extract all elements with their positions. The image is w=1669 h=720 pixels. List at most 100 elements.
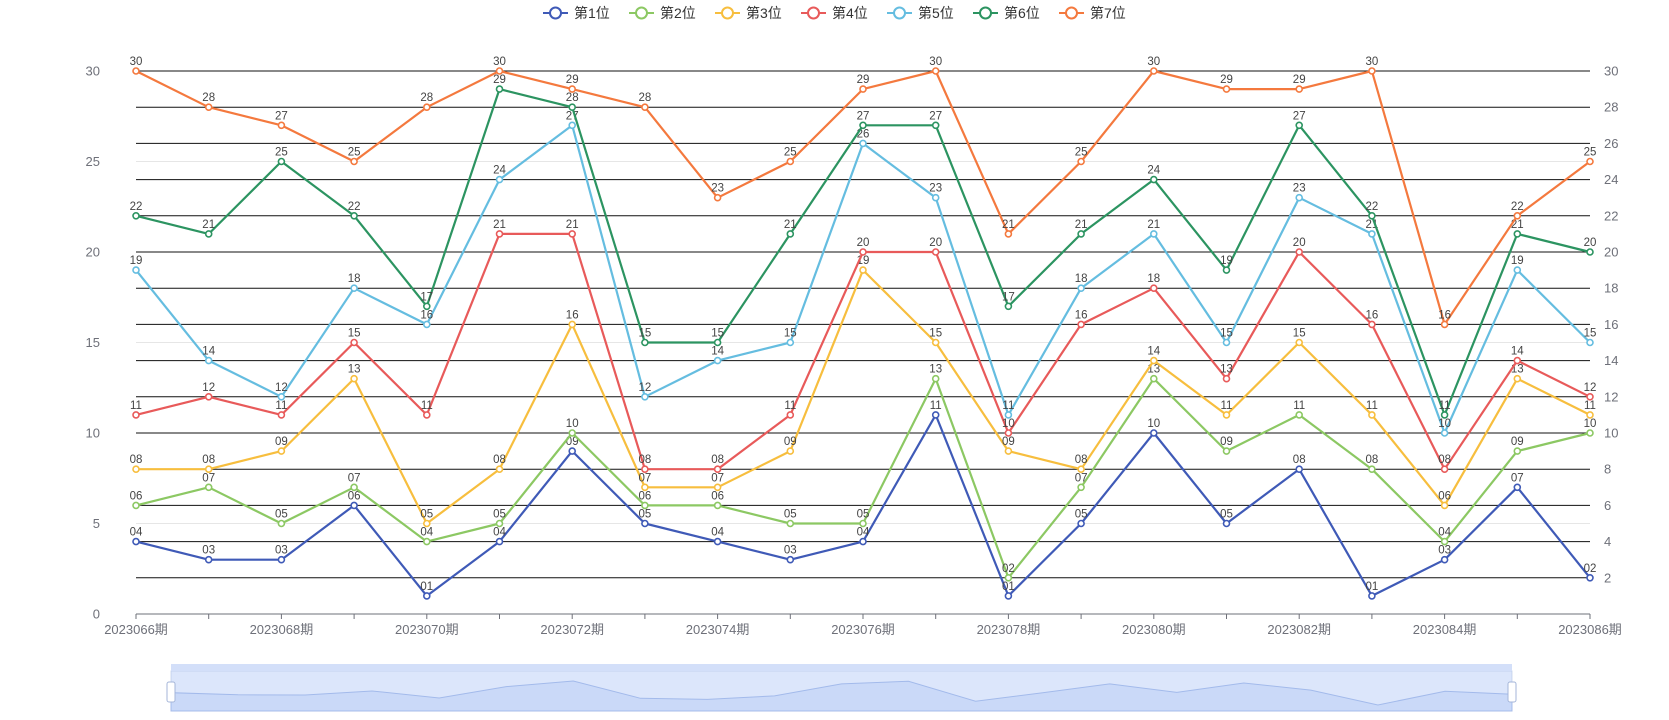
data-point[interactable] [568, 85, 577, 93]
data-point[interactable] [641, 519, 649, 528]
data-point[interactable] [1150, 230, 1158, 238]
data-point[interactable] [786, 555, 795, 564]
data-point[interactable] [495, 230, 504, 238]
data-point[interactable] [1586, 429, 1594, 437]
data-point[interactable] [1440, 501, 1449, 510]
legend-item[interactable]: 第6位 [973, 5, 1040, 21]
data-point[interactable] [1440, 411, 1449, 419]
data-point[interactable] [422, 103, 431, 111]
data-point[interactable] [1295, 338, 1303, 347]
data-point[interactable] [1150, 67, 1158, 75]
data-point[interactable] [568, 121, 577, 130]
data-point[interactable] [713, 356, 722, 365]
data-point[interactable] [859, 519, 867, 528]
data-point[interactable] [277, 555, 286, 564]
data-point[interactable] [713, 501, 722, 510]
data-point[interactable] [1368, 212, 1376, 220]
data-point[interactable] [1513, 483, 1522, 492]
data-point[interactable] [422, 411, 431, 419]
data-point[interactable] [132, 411, 140, 419]
data-point[interactable] [204, 465, 213, 474]
data-point[interactable] [1222, 338, 1231, 347]
data-point[interactable] [859, 85, 867, 93]
data-point[interactable] [350, 483, 358, 492]
data-point[interactable] [1295, 465, 1303, 474]
data-point[interactable] [1150, 356, 1158, 365]
legend-item[interactable]: 第2位 [629, 5, 696, 21]
data-point[interactable] [713, 537, 722, 546]
legend-item[interactable]: 第1位 [543, 5, 610, 21]
data-point[interactable] [132, 537, 140, 546]
data-point[interactable] [1295, 121, 1303, 130]
data-point[interactable] [786, 338, 795, 347]
data-point[interactable] [1440, 320, 1449, 329]
data-point[interactable] [1513, 212, 1522, 220]
data-point[interactable] [1077, 465, 1085, 474]
data-point[interactable] [1586, 248, 1594, 256]
data-point[interactable] [1222, 411, 1231, 419]
data-zoom-slider[interactable] [166, 664, 1517, 712]
data-point[interactable] [1222, 519, 1231, 528]
data-point[interactable] [859, 266, 867, 274]
data-point[interactable] [350, 374, 358, 383]
data-point[interactable] [204, 392, 213, 401]
data-point[interactable] [1368, 230, 1376, 238]
data-point[interactable] [1295, 411, 1303, 419]
data-point[interactable] [1440, 555, 1449, 564]
data-point[interactable] [1077, 320, 1085, 329]
legend-item[interactable]: 第7位 [1059, 5, 1126, 21]
data-point[interactable] [786, 157, 795, 166]
data-point[interactable] [350, 212, 358, 220]
data-point[interactable] [277, 519, 286, 528]
data-point[interactable] [495, 85, 504, 93]
data-point[interactable] [859, 537, 867, 546]
data-point[interactable] [350, 338, 358, 347]
data-point[interactable] [1222, 447, 1231, 455]
data-point[interactable] [931, 248, 940, 256]
data-point[interactable] [1513, 447, 1522, 455]
data-point[interactable] [931, 67, 940, 75]
data-point[interactable] [1004, 573, 1013, 582]
legend-item[interactable]: 第4位 [801, 5, 868, 21]
data-zoom-handle[interactable] [166, 681, 176, 703]
data-point[interactable] [1150, 284, 1158, 293]
data-point[interactable] [786, 411, 795, 419]
data-point[interactable] [1004, 230, 1013, 238]
data-point[interactable] [1295, 248, 1303, 256]
data-point[interactable] [1586, 573, 1594, 582]
data-point[interactable] [1368, 592, 1376, 600]
data-point[interactable] [277, 392, 286, 401]
data-point[interactable] [1222, 85, 1231, 93]
data-point[interactable] [1368, 67, 1376, 75]
data-point[interactable] [1513, 374, 1522, 383]
data-zoom-selection[interactable] [171, 671, 1512, 711]
data-point[interactable] [277, 447, 286, 455]
data-point[interactable] [204, 230, 213, 238]
data-point[interactable] [132, 501, 140, 510]
data-point[interactable] [277, 121, 286, 130]
data-point[interactable] [277, 157, 286, 166]
data-point[interactable] [1513, 356, 1522, 365]
data-point[interactable] [641, 483, 649, 492]
data-point[interactable] [422, 320, 431, 329]
data-point[interactable] [641, 338, 649, 347]
data-point[interactable] [1077, 483, 1085, 492]
data-point[interactable] [204, 483, 213, 492]
data-point[interactable] [1513, 230, 1522, 238]
data-point[interactable] [1368, 411, 1376, 419]
data-point[interactable] [713, 465, 722, 474]
data-point[interactable] [786, 519, 795, 528]
data-point[interactable] [641, 103, 649, 111]
data-point[interactable] [859, 139, 867, 148]
data-point[interactable] [713, 193, 722, 202]
data-point[interactable] [931, 374, 940, 383]
data-point[interactable] [1295, 193, 1303, 202]
data-point[interactable] [713, 483, 722, 492]
data-point[interactable] [1077, 230, 1085, 238]
data-point[interactable] [1222, 266, 1231, 274]
data-point[interactable] [931, 411, 940, 419]
data-point[interactable] [132, 266, 140, 274]
data-point[interactable] [1586, 411, 1594, 419]
data-point[interactable] [931, 338, 940, 347]
data-point[interactable] [1513, 266, 1522, 274]
